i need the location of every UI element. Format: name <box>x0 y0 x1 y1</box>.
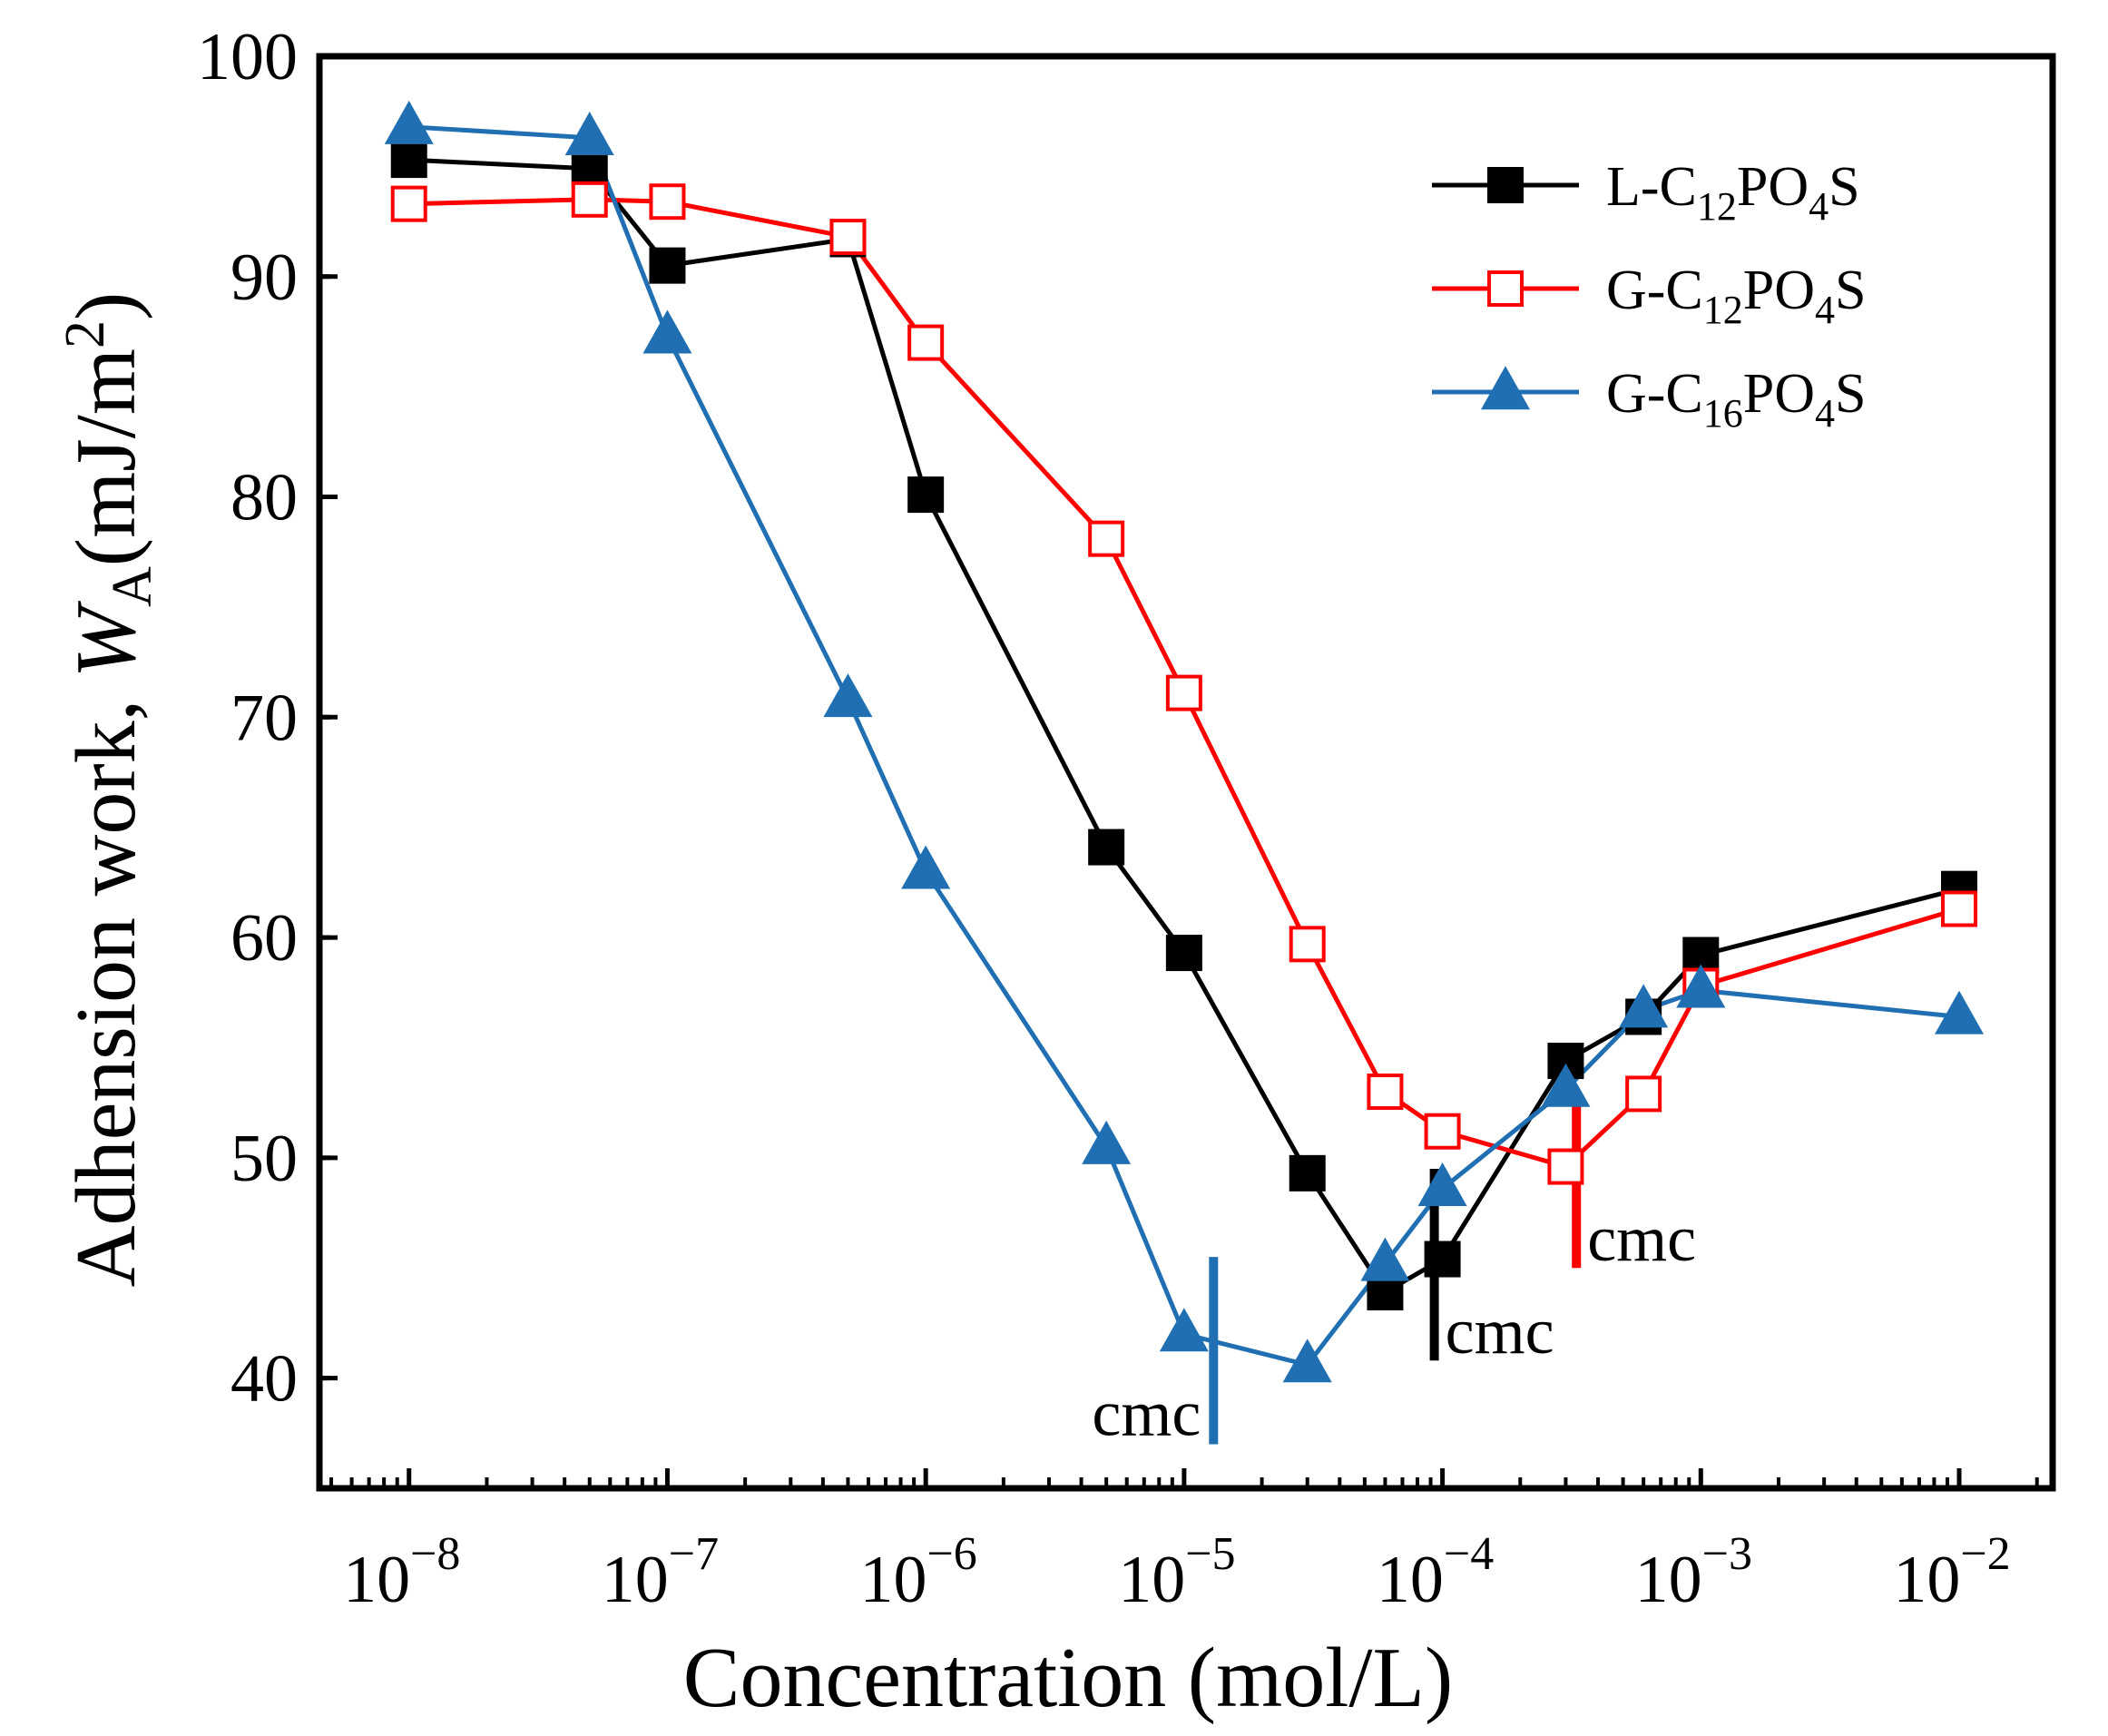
data-point <box>1282 1339 1332 1383</box>
data-point <box>907 476 945 514</box>
legend: L-C12PO4S G-C12PO4S G-C16PO4S <box>1432 156 1867 436</box>
data-point <box>1082 1120 1132 1164</box>
data-point <box>1935 990 1985 1035</box>
data-point <box>1547 1148 1584 1185</box>
data-point <box>901 845 951 889</box>
data-point <box>1088 829 1125 866</box>
y-tick-label: 90 <box>230 240 298 315</box>
x-tick-label: 10−4 <box>1377 1528 1494 1617</box>
series-points-2 <box>384 100 1985 1383</box>
data-point <box>1941 890 1978 927</box>
data-point <box>1289 926 1326 963</box>
legend-label: G-C16PO4S <box>1606 363 1867 436</box>
y-axis-label: Adhension work, WA(mJ/m2) <box>54 292 163 1288</box>
legend-item-2: G-C16PO4S <box>1432 363 1867 436</box>
y-tick-label: 80 <box>230 461 298 535</box>
x-tick-label: 10−7 <box>602 1528 719 1617</box>
x-tick-label: 10−3 <box>1635 1528 1752 1617</box>
data-point <box>823 673 873 718</box>
data-point <box>649 247 686 284</box>
x-tick-label: 10−6 <box>859 1528 976 1617</box>
cmc-label: cmc <box>1092 1377 1201 1449</box>
data-point <box>1165 935 1202 972</box>
y-axis: 40 50 60 70 80 90 100 <box>197 20 338 1417</box>
series-points-1 <box>390 181 1978 1185</box>
cmc-label: cmc <box>1446 1295 1554 1368</box>
legend-marker <box>1487 167 1524 203</box>
data-point <box>1424 1241 1461 1278</box>
data-point <box>390 142 427 179</box>
data-point <box>1165 674 1202 711</box>
legend-marker <box>1481 366 1530 410</box>
data-point <box>829 219 867 256</box>
cmc-label: cmc <box>1587 1202 1696 1275</box>
y-tick-label: 70 <box>230 681 298 755</box>
data-point <box>384 100 434 144</box>
data-point <box>1088 520 1125 557</box>
data-point <box>1360 1237 1410 1281</box>
legend-item-1: G-C12PO4S <box>1432 260 1867 332</box>
data-point <box>1159 1308 1209 1352</box>
data-point <box>1289 1154 1326 1192</box>
data-point <box>907 324 945 361</box>
series-markers <box>384 100 1985 1383</box>
data-point <box>642 309 692 354</box>
data-point <box>571 150 608 187</box>
y-tick-label: 40 <box>230 1342 298 1417</box>
data-point <box>571 181 608 218</box>
x-tick-label: 10−2 <box>1893 1528 2010 1617</box>
data-point <box>564 112 614 156</box>
legend-label: G-C12PO4S <box>1606 260 1867 332</box>
data-point <box>649 183 686 221</box>
x-axis: 10−8 10−7 10−6 10−5 10−4 10−3 10−2 <box>329 1468 2039 1617</box>
data-point <box>1541 1063 1591 1107</box>
data-point <box>1619 984 1669 1028</box>
x-axis-label: Concentration (mol/L) <box>683 1631 1453 1725</box>
y-tick-label: 100 <box>197 20 298 94</box>
x-tick-label: 10−8 <box>343 1528 460 1617</box>
legend-marker <box>1487 270 1524 307</box>
legend-label: L-C12PO4S <box>1606 156 1860 229</box>
data-point <box>1417 1162 1467 1207</box>
x-tick-label: 10−5 <box>1118 1528 1235 1617</box>
data-point <box>1367 1074 1404 1111</box>
data-point <box>1625 1075 1662 1113</box>
data-point <box>390 185 427 222</box>
data-point <box>1424 1113 1461 1150</box>
data-point <box>1676 964 1726 1008</box>
y-tick-label: 50 <box>230 1122 298 1196</box>
y-tick-label: 60 <box>230 901 298 976</box>
legend-item-0: L-C12PO4S <box>1432 156 1860 229</box>
